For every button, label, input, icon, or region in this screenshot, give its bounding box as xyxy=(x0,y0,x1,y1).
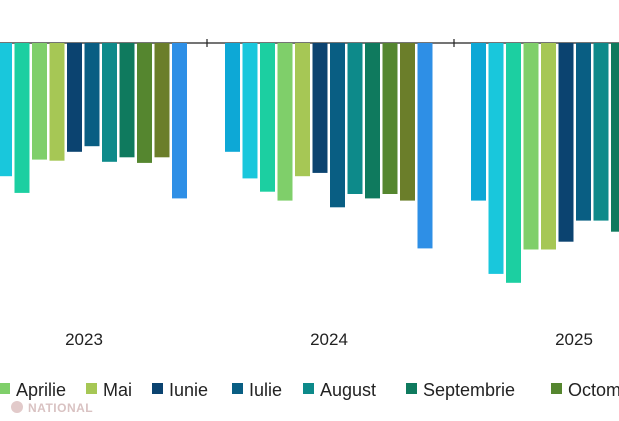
bar-2024-6 xyxy=(312,43,328,173)
bar-2023-10 xyxy=(154,43,170,158)
legend-label-5: August xyxy=(320,380,376,400)
bar-2025-4 xyxy=(523,43,539,250)
legend-swatch-3 xyxy=(152,383,163,394)
bar-2023-4 xyxy=(49,43,65,161)
bar-2024-12 xyxy=(417,43,433,249)
legend-label-4: Iulie xyxy=(249,380,282,400)
bar-2024-10 xyxy=(382,43,398,194)
bar-2025-1 xyxy=(471,43,486,201)
legend-swatch-4 xyxy=(232,383,243,394)
legend-swatch-7 xyxy=(551,383,562,394)
bar-2023-8 xyxy=(119,43,135,158)
bar-2024-5 xyxy=(295,43,310,177)
bar-2024-9 xyxy=(365,43,380,199)
bar-2025-6 xyxy=(558,43,574,242)
year-label-2024: 2024 xyxy=(310,330,348,349)
year-label-2025: 2025 xyxy=(555,330,593,349)
bars-layer xyxy=(0,43,619,283)
bar-2024-4 xyxy=(277,43,293,201)
bar-2023-9 xyxy=(137,43,152,163)
bar-2024-3 xyxy=(260,43,275,192)
legend-swatch-2 xyxy=(86,383,97,394)
bar-2023-1 xyxy=(0,43,12,177)
legend-swatch-5 xyxy=(303,383,314,394)
year-labels: 2023 2024 2025 xyxy=(65,330,593,349)
bar-2023-11 xyxy=(172,43,187,199)
legend-label-2: Mai xyxy=(103,380,132,400)
watermark-logo: NATIONAL xyxy=(11,401,93,415)
legend-label-1: Aprilie xyxy=(16,380,66,400)
year-label-2023: 2023 xyxy=(65,330,103,349)
legend-label-3: Iunie xyxy=(169,380,208,400)
legend-label-7: Octom xyxy=(568,380,619,400)
bar-2023-7 xyxy=(102,43,117,162)
bar-2025-7 xyxy=(576,43,591,221)
watermark-text: NATIONAL xyxy=(28,401,93,415)
legend-swatch-6 xyxy=(406,383,417,394)
bar-2024-1 xyxy=(225,43,240,152)
legend-swatch-1 xyxy=(0,383,10,394)
legend-label-6: Septembrie xyxy=(423,380,515,400)
bar-2024-2 xyxy=(242,43,258,179)
bar-2025-8 xyxy=(593,43,609,221)
bar-2025-2 xyxy=(488,43,504,274)
bar-2025-3 xyxy=(506,43,521,283)
bar-2024-8 xyxy=(347,43,363,194)
bar-2025-5 xyxy=(541,43,556,250)
bar-2023-3 xyxy=(32,43,47,160)
bar-2023-6 xyxy=(84,43,100,147)
bar-2025-9 xyxy=(611,43,619,232)
legend: Aprilie Mai Iunie Iulie August Septembrie Octo… xyxy=(0,380,619,400)
bar-2024-11 xyxy=(400,43,415,201)
bar-2024-7 xyxy=(330,43,345,208)
bar-2023-2 xyxy=(14,43,30,193)
bar-2023-5 xyxy=(67,43,82,152)
